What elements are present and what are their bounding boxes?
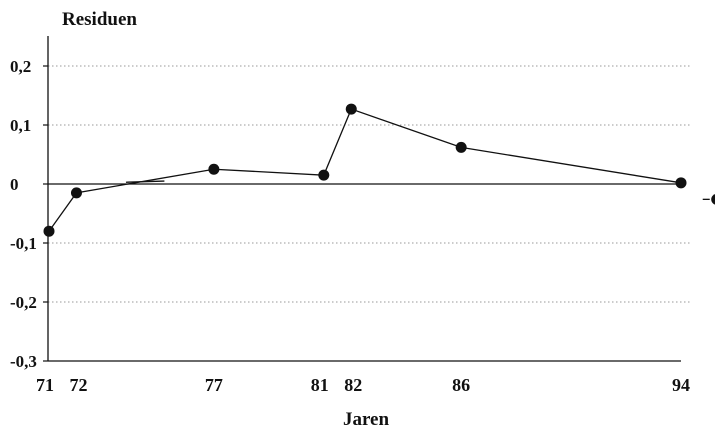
series-line-segment	[125, 180, 165, 183]
data-points	[43, 103, 715, 237]
data-point	[455, 141, 467, 153]
y-tick-label: -0,3	[10, 352, 37, 371]
x-tick-label: 71	[36, 375, 54, 395]
x-tick-label: 86	[452, 375, 470, 395]
data-point	[208, 163, 220, 175]
y-tick-labels: 0,2 0,1 0 -0,1 -0,2 -0,3	[10, 57, 37, 371]
x-axis-title: Jaren	[343, 409, 390, 430]
x-tick-label: 81	[311, 375, 329, 395]
y-tick-label: 0,1	[10, 116, 31, 135]
data-point	[345, 103, 357, 115]
series-line	[48, 108, 682, 232]
x-tick-label: 72	[69, 375, 87, 395]
data-point	[70, 187, 82, 199]
axes	[43, 36, 681, 362]
data-point	[711, 194, 715, 205]
y-tick-label: -0,2	[10, 293, 37, 312]
x-tick-label: 94	[672, 375, 690, 395]
x-tick-label: 77	[205, 375, 223, 395]
data-point	[43, 225, 55, 237]
y-tick-label: 0,2	[10, 57, 31, 76]
x-tick-label: 82	[344, 375, 362, 395]
y-tick-label: 0	[10, 175, 19, 194]
data-point	[675, 177, 687, 189]
y-axis-title: Residuen	[62, 9, 137, 30]
y-tick-label: -0,1	[10, 234, 37, 253]
grid-lines	[48, 65, 690, 303]
data-point	[318, 169, 330, 181]
x-tick-labels: 71 72 77 81 82 86 94	[36, 375, 690, 395]
series-lines	[48, 108, 710, 232]
